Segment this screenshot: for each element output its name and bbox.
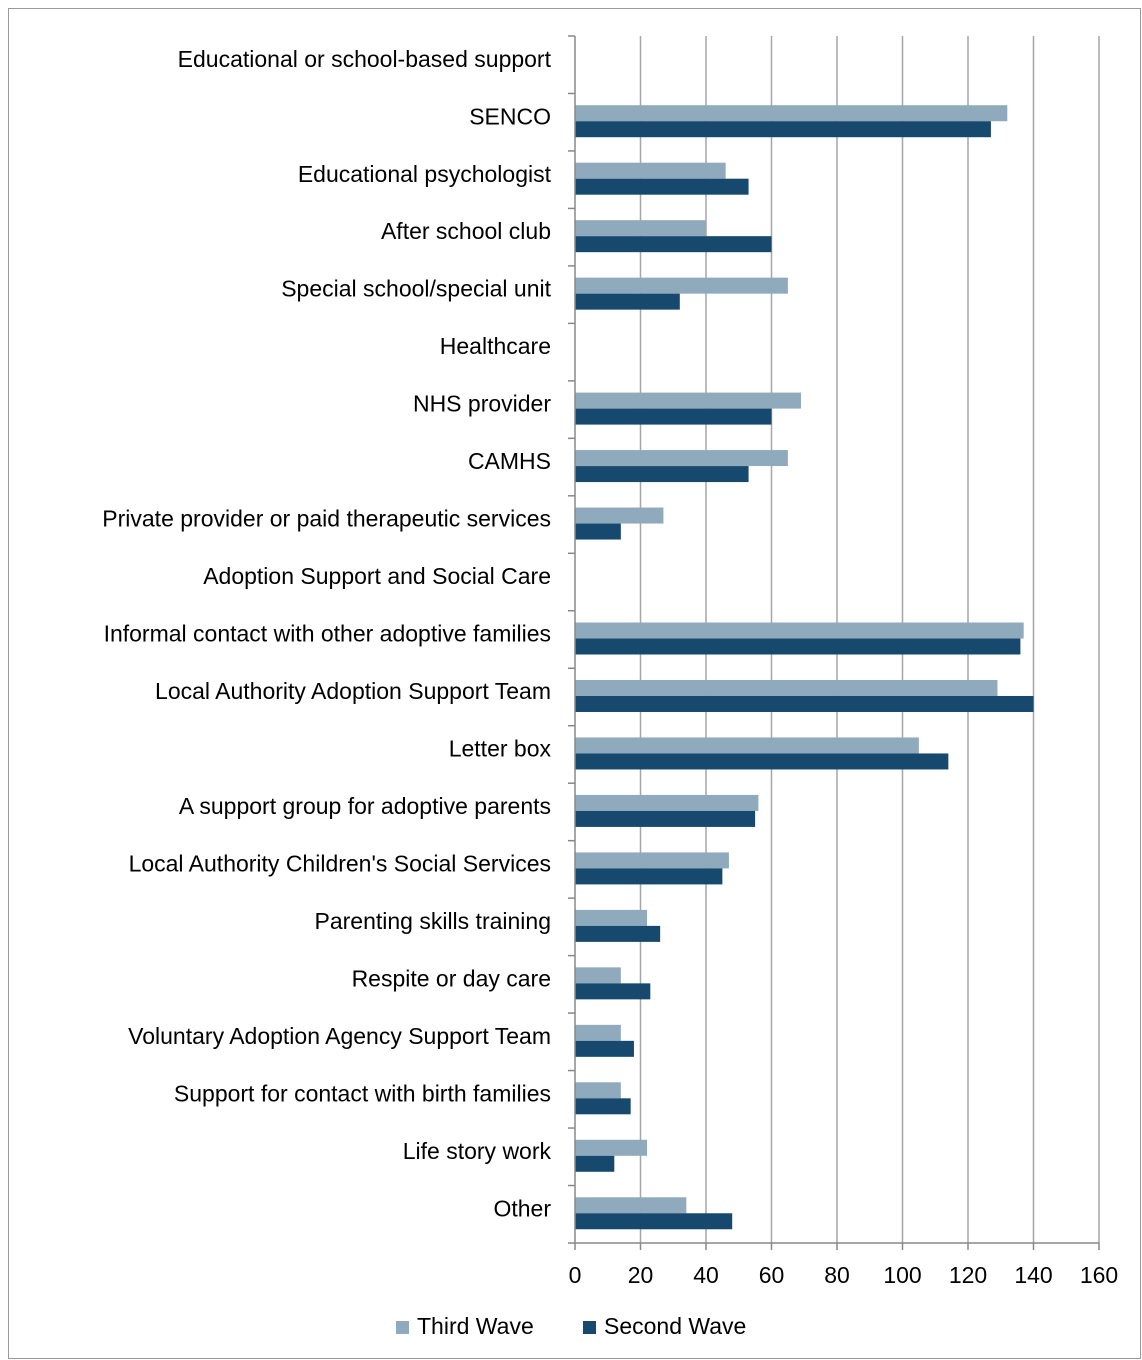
bar (575, 450, 788, 467)
y-tick-label: A support group for adoptive parents (179, 793, 551, 819)
bar (575, 121, 991, 138)
bar (575, 967, 621, 984)
bar (575, 737, 919, 754)
y-tick-label: Educational or school-based support (178, 46, 552, 72)
y-tick-label: Local Authority Children's Social Servic… (129, 850, 551, 876)
bar (575, 794, 759, 811)
bar (575, 466, 749, 483)
bar (575, 105, 1008, 122)
bar (575, 925, 661, 942)
x-tick-label: 40 (693, 1262, 719, 1288)
bar (575, 638, 1021, 655)
x-tick-label: 160 (1080, 1262, 1118, 1288)
bar (575, 679, 998, 696)
bar (575, 408, 772, 425)
bar (575, 507, 664, 524)
x-tick-label: 120 (949, 1262, 987, 1288)
y-tick-label: Informal contact with other adoptive fam… (104, 621, 551, 647)
bar (575, 810, 756, 827)
y-tick-label: Adoption Support and Social Care (203, 563, 551, 589)
y-tick-label: Life story work (403, 1138, 552, 1164)
y-tick-label: Voluntary Adoption Agency Support Team (128, 1023, 551, 1049)
bar (575, 1213, 733, 1230)
bar (575, 1098, 631, 1115)
bar (575, 1082, 621, 1099)
bar (575, 293, 680, 310)
x-tick-label: 80 (824, 1262, 850, 1288)
x-tick-label: 100 (883, 1262, 921, 1288)
x-tick-label: 140 (1014, 1262, 1052, 1288)
y-tick-label: Parenting skills training (314, 908, 551, 934)
bar (575, 1155, 615, 1172)
legend-label: Second Wave (604, 1313, 746, 1339)
bar (575, 695, 1034, 712)
x-tick-label: 60 (759, 1262, 785, 1288)
bar (575, 236, 772, 253)
bar (575, 523, 621, 540)
y-tick-label: Letter box (449, 736, 552, 762)
bar (575, 868, 723, 885)
y-tick-label: Support for contact with birth families (174, 1080, 551, 1106)
y-tick-label: Special school/special unit (281, 276, 551, 302)
y-tick-label: Local Authority Adoption Support Team (155, 678, 551, 704)
y-tick-label: Educational psychologist (298, 161, 552, 187)
bar (575, 162, 726, 179)
y-tick-label: Healthcare (440, 333, 551, 359)
y-tick-label: SENCO (469, 103, 551, 129)
x-tick-label: 20 (628, 1262, 654, 1288)
bar (575, 277, 788, 294)
legend-swatch (583, 1321, 596, 1334)
bar (575, 1040, 634, 1057)
legend-label: Third Wave (417, 1313, 534, 1339)
bar (575, 1024, 621, 1041)
bar (575, 909, 648, 926)
bar (575, 1197, 687, 1214)
bar (575, 392, 801, 409)
bar (575, 178, 749, 195)
y-tick-label: NHS provider (413, 391, 551, 417)
y-tick-label: After school club (381, 218, 551, 244)
bar (575, 852, 729, 869)
legend-swatch (396, 1321, 409, 1334)
y-tick-label: CAMHS (468, 448, 551, 474)
y-tick-label: Other (493, 1195, 551, 1221)
y-tick-label: Respite or day care (352, 965, 551, 991)
bar (575, 753, 949, 770)
y-tick-label: Private provider or paid therapeutic ser… (102, 506, 551, 532)
bar (575, 983, 651, 1000)
bar (575, 220, 706, 237)
bar (575, 622, 1024, 639)
x-tick-label: 0 (569, 1262, 582, 1288)
bar (575, 1139, 648, 1156)
